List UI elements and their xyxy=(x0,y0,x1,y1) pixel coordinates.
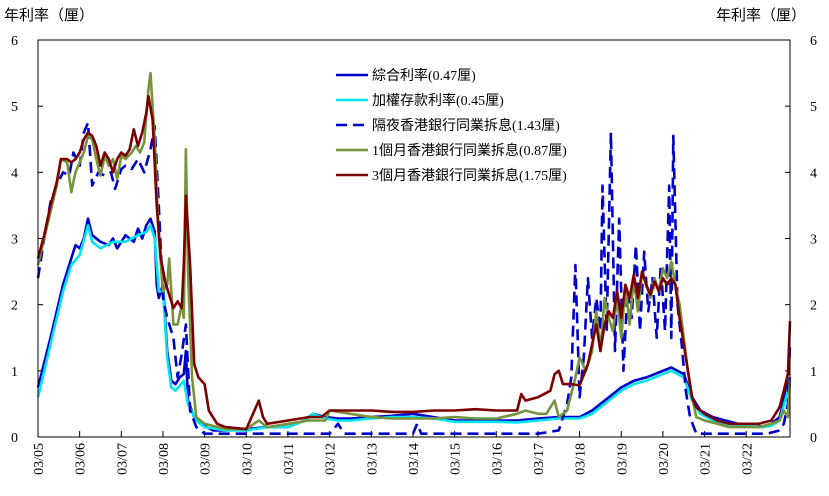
y-tick-label-right: 5 xyxy=(810,100,817,115)
y-axis-label-left: 年利率（厘） xyxy=(4,7,94,24)
y-tick-label-left: 3 xyxy=(11,233,18,248)
plot-frame xyxy=(37,39,791,438)
x-tick-label: 03/21 xyxy=(699,443,714,475)
y-ticks: 0 0 1 1 2 2 3 3 4 4 5 5 6 6 xyxy=(11,34,817,446)
y-tick-label-right: 0 xyxy=(810,431,817,446)
legend-label-3: 1個月香港銀行同業拆息(0.87厘) xyxy=(372,142,567,159)
y-tick-label-right: 2 xyxy=(810,299,817,314)
x-tick-label: 03/09 xyxy=(199,443,214,475)
series-line-3 xyxy=(36,71,792,431)
legend-label-1: 加權存款利率(0.45厘) xyxy=(372,92,504,109)
y-tick-label-right: 4 xyxy=(810,166,817,181)
series-lines xyxy=(36,71,792,435)
y-tick-label-left: 5 xyxy=(11,100,18,115)
y-tick-label-left: 6 xyxy=(11,34,18,49)
x-tick-label: 03/18 xyxy=(574,443,589,475)
x-axis: 03/05 03/06 03/07 03/08 03/09 03/10 03/11 03/12… xyxy=(32,431,755,475)
y-tick-label-right: 6 xyxy=(810,34,817,49)
legend-label-4: 3個月香港銀行同業拆息(1.75厘) xyxy=(372,167,567,184)
x-tick-label: 03/17 xyxy=(532,443,547,475)
legend: 綜合利率(0.47厘) 加權存款利率(0.45厘) 隔夜香港銀行同業拆息(1.43厘… xyxy=(336,67,567,184)
series-line-2 xyxy=(36,121,792,435)
x-tick-label: 03/20 xyxy=(657,443,672,475)
x-tick-label: 03/22 xyxy=(740,443,755,475)
x-tick-label: 03/19 xyxy=(615,443,630,475)
x-tick-label: 03/08 xyxy=(157,443,172,475)
y-tick-label-left: 0 xyxy=(11,431,18,446)
x-tick-label: 03/13 xyxy=(365,443,380,475)
x-tick-label: 03/12 xyxy=(324,443,339,475)
x-tick-label: 03/14 xyxy=(407,443,422,475)
x-tick-label: 03/10 xyxy=(240,443,255,475)
y-tick-label-right: 1 xyxy=(810,365,817,380)
y-tick-label-left: 2 xyxy=(11,299,18,314)
x-tick-label: 03/11 xyxy=(282,443,297,474)
legend-label-0: 綜合利率(0.47厘) xyxy=(372,67,476,84)
x-tick-label: 03/07 xyxy=(115,443,130,475)
legend-label-2: 隔夜香港銀行同業拆息(1.43厘) xyxy=(372,117,560,134)
y-tick-label-left: 1 xyxy=(11,365,18,380)
x-tick-label: 03/16 xyxy=(490,443,505,475)
x-tick-label: 03/05 xyxy=(32,443,47,475)
series-line-4 xyxy=(36,94,792,431)
y-tick-label-left: 4 xyxy=(11,166,18,181)
series-line-1 xyxy=(36,224,792,432)
x-tick-label: 03/06 xyxy=(74,443,89,475)
x-tick-label: 03/15 xyxy=(449,443,464,475)
y-axis-label-right: 年利率（厘） xyxy=(716,7,806,24)
y-tick-label-right: 3 xyxy=(810,233,817,248)
